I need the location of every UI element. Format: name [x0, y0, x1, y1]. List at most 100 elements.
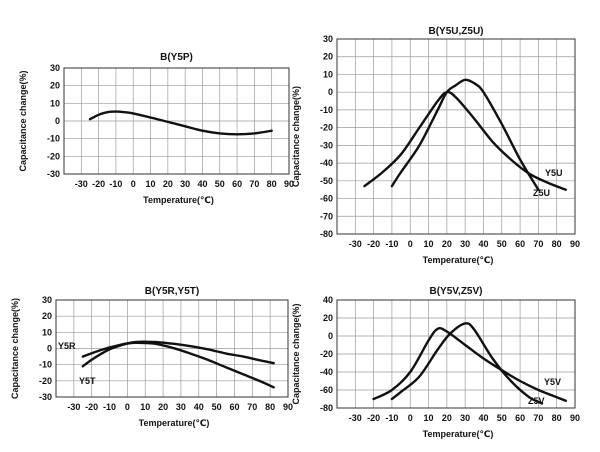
x-tick-label: 80	[552, 239, 562, 249]
x-tick-label: 50	[497, 239, 507, 249]
y-tick-label: -30	[320, 140, 333, 150]
x-tick-label: 50	[212, 402, 222, 412]
series-label-y5u: Y5U	[545, 168, 563, 178]
series-label-y5r: Y5R	[58, 341, 76, 351]
x-tick-label: 90	[570, 413, 580, 423]
x-tick-label: 80	[265, 402, 275, 412]
x-tick-label: -30	[349, 413, 362, 423]
chart-title: B(Y5U,Z5U)	[428, 26, 483, 37]
x-tick-label: 30	[176, 402, 186, 412]
chart-title: B(Y5V,Z5V)	[430, 286, 483, 297]
y-tick-label: 0	[328, 87, 333, 97]
x-tick-label: 40	[478, 239, 488, 249]
y-tick-label: -60	[320, 194, 333, 204]
x-tick-label: 10	[146, 179, 156, 189]
series-line-z5u	[390, 78, 540, 191]
x-tick-label: 60	[229, 402, 239, 412]
y-tick-label: 20	[50, 81, 60, 91]
x-tick-label: -20	[367, 239, 380, 249]
y-tick-label: 30	[42, 295, 52, 305]
series-label-z5v: Z5V	[528, 396, 545, 406]
y-tick-label: -50	[320, 176, 333, 186]
x-tick-label: 20	[158, 402, 168, 412]
chart-title: B(Y5R,Y5T)	[145, 286, 199, 297]
x-tick-label: -10	[385, 239, 398, 249]
x-tick-label: 10	[424, 239, 434, 249]
x-tick-label: 70	[247, 402, 257, 412]
x-axis-label: Temperature(℃)	[139, 418, 210, 428]
series-line-main	[88, 110, 273, 136]
x-tick-label: 30	[460, 239, 470, 249]
x-tick-label: -10	[385, 413, 398, 423]
x-tick-label: 50	[497, 413, 507, 423]
y-tick-label: 10	[50, 98, 60, 108]
x-tick-label: -30	[349, 239, 362, 249]
x-tick-label: 80	[552, 413, 562, 423]
x-tick-label: 20	[442, 239, 452, 249]
plot-frame	[55, 299, 289, 398]
series-label-y5t: Y5T	[79, 376, 96, 386]
x-tick-label: 70	[249, 179, 259, 189]
chart-panel-1: B(Y5P) 30 20 10 0 -10 -20 -30 -30 -20 -10 0 10 20 30 40…	[18, 52, 294, 205]
x-tick-label: 40	[194, 402, 204, 412]
y-tick-label: 10	[42, 327, 52, 337]
plot-frame	[336, 38, 576, 235]
series-line-z5v	[390, 322, 544, 405]
y-axis-label: Capacitance change(%)	[10, 298, 20, 399]
series-line-y5t	[81, 341, 275, 389]
y-tick-label: -80	[320, 403, 333, 413]
x-tick-label: -20	[85, 402, 98, 412]
y-tick-label: 30	[50, 63, 60, 73]
x-tick-label: -10	[109, 179, 122, 189]
y-tick-label: -30	[47, 169, 60, 179]
y-tick-label: -40	[320, 158, 333, 168]
series-line-y5r	[81, 340, 275, 365]
x-tick-label: 60	[232, 179, 242, 189]
x-tick-label: 60	[515, 413, 525, 423]
x-tick-label: 90	[283, 402, 293, 412]
y-tick-label: -40	[320, 367, 333, 377]
y-tick-label: 0	[328, 331, 333, 341]
x-tick-label: 30	[460, 413, 470, 423]
y-tick-label: 0	[47, 344, 52, 354]
x-tick-label: 90	[284, 179, 294, 189]
series-line-y5v	[372, 327, 567, 402]
y-tick-label: 40	[323, 295, 333, 305]
x-tick-label: 0	[408, 413, 413, 423]
x-tick-label: 20	[163, 179, 173, 189]
x-tick-label: -10	[103, 402, 116, 412]
x-tick-label: 90	[570, 239, 580, 249]
y-tick-label: -20	[320, 123, 333, 133]
y-tick-label: -70	[320, 211, 333, 221]
x-tick-label: -30	[75, 179, 88, 189]
x-axis-label: Temperature(℃)	[423, 255, 494, 265]
y-axis-label: Capacitance change(%)	[291, 303, 301, 404]
x-tick-label: 0	[131, 179, 136, 189]
x-tick-label: 70	[533, 413, 543, 423]
x-tick-label: 10	[140, 402, 150, 412]
y-tick-label: -30	[39, 392, 52, 402]
x-tick-label: -30	[67, 402, 80, 412]
plot-frame	[63, 67, 290, 175]
chart-panel-2: B(Y5U,Z5U) 30 20 10 0 -10 -20 -30 -40 -50 -60 -70 -8…	[291, 26, 580, 265]
y-tick-label: -10	[320, 105, 333, 115]
y-tick-label: 20	[323, 52, 333, 62]
x-tick-label: 0	[125, 402, 130, 412]
plot-frame	[336, 299, 576, 409]
y-tick-label: 20	[42, 311, 52, 321]
y-axis-label: Capacitance change(%)	[291, 86, 301, 187]
x-tick-label: 80	[267, 179, 277, 189]
x-tick-label: -20	[92, 179, 105, 189]
x-tick-label: 20	[442, 413, 452, 423]
series-label-y5v: Y5V	[544, 377, 561, 387]
x-tick-label: 40	[478, 413, 488, 423]
series-label-z5u: Z5U	[533, 188, 550, 198]
y-tick-label: -20	[47, 151, 60, 161]
x-tick-label: -20	[367, 413, 380, 423]
y-tick-label: 30	[323, 34, 333, 44]
x-tick-label: 70	[533, 239, 543, 249]
y-tick-label: -20	[320, 349, 333, 359]
y-tick-label: -10	[39, 360, 52, 370]
x-tick-label: 40	[197, 179, 207, 189]
